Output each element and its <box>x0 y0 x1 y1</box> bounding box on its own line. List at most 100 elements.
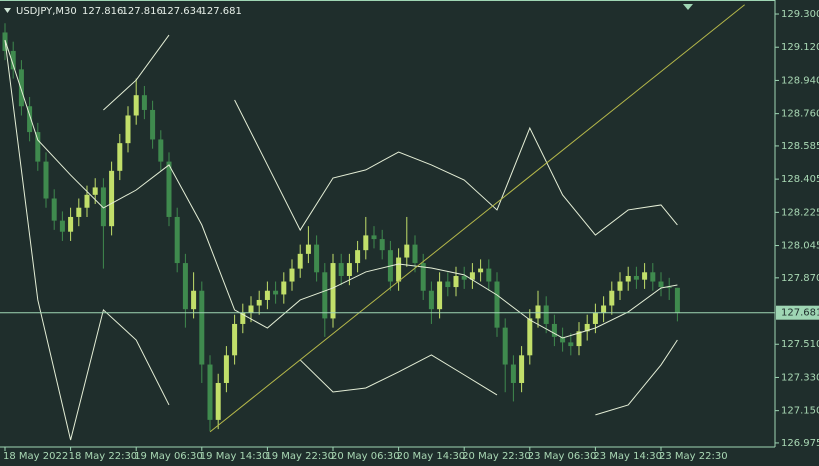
x-tick-label: 23 May 22:30 <box>659 451 728 462</box>
candle-body <box>658 281 664 288</box>
candle-body <box>68 216 74 232</box>
candle-body <box>355 250 361 264</box>
candle-body <box>76 207 82 217</box>
candle-body <box>43 161 49 199</box>
y-tick-label: 127.330 <box>781 372 819 383</box>
candle-body <box>27 106 33 133</box>
candle-body <box>281 281 287 295</box>
y-tick-label: 128.940 <box>781 75 819 86</box>
candle-body <box>371 235 377 240</box>
candle-body <box>551 323 557 337</box>
x-tick-label: 19 May 22:30 <box>265 451 334 462</box>
candle-body <box>396 257 402 282</box>
candle-body <box>264 290 270 300</box>
candle-body <box>625 275 631 282</box>
candle-body <box>100 187 106 227</box>
candle-body <box>412 244 418 264</box>
header-value: 127.634 <box>161 6 202 17</box>
x-tick-label: 18 May 2022 <box>3 451 68 462</box>
candle-body <box>273 290 279 295</box>
y-tick-label: 128.045 <box>781 241 819 252</box>
y-tick-label: 128.225 <box>781 207 819 218</box>
candle-body <box>256 299 262 306</box>
candle-body <box>592 312 598 324</box>
candle-body <box>494 281 500 328</box>
trendline <box>209 4 745 433</box>
candle-body <box>35 132 41 162</box>
candle-body <box>478 268 484 273</box>
candle-body <box>10 50 16 70</box>
candle-body <box>289 268 295 282</box>
bollinger-band <box>4 39 678 339</box>
symbol-menu-arrow <box>4 8 11 13</box>
candle-body <box>601 305 607 313</box>
y-tick-label: 128.760 <box>781 109 819 120</box>
candle-body <box>232 323 238 356</box>
candle-body <box>510 364 516 383</box>
header-value: 127.816 <box>122 6 163 17</box>
candle-body <box>141 95 147 110</box>
candle-body <box>240 312 246 324</box>
candle-body <box>330 263 336 319</box>
candle-body <box>199 290 205 365</box>
bollinger-band <box>299 354 498 396</box>
candle-body <box>445 281 451 288</box>
candle-body <box>109 170 115 227</box>
candle-body <box>191 290 197 310</box>
y-tick-label: 129.120 <box>781 42 819 53</box>
candle-body <box>18 69 24 107</box>
candle-body <box>609 290 615 306</box>
y-tick-label: 128.405 <box>781 174 819 185</box>
candle-body <box>633 275 639 280</box>
bollinger-band <box>103 34 170 111</box>
candle-body <box>117 143 123 171</box>
candle-body <box>428 290 434 310</box>
candle-body <box>642 272 648 280</box>
candle-body <box>576 331 582 347</box>
symbol-title: USDJPY,M30 <box>16 6 77 17</box>
candle-body <box>305 244 311 254</box>
candle-body <box>215 382 221 420</box>
plot-area <box>2 4 745 441</box>
candle-body <box>519 355 525 383</box>
candle-body <box>502 327 508 365</box>
candle-body <box>133 95 139 116</box>
candle-body <box>174 216 180 264</box>
y-tick-label: 127.150 <box>781 406 819 417</box>
candle-body <box>543 305 549 324</box>
candle-body <box>51 198 57 221</box>
x-tick-label: 19 May 14:30 <box>200 451 269 462</box>
candle-body <box>338 263 344 276</box>
x-tick-label: 18 May 22:30 <box>69 451 138 462</box>
candle-body <box>617 281 623 291</box>
candle-body <box>158 139 164 162</box>
x-tick-label: 20 May 06:30 <box>331 451 400 462</box>
candle-body <box>150 109 156 140</box>
candle-body <box>568 342 574 347</box>
header-value: 127.681 <box>201 6 242 17</box>
candle-body <box>666 287 672 289</box>
x-tick-label: 23 May 06:30 <box>528 451 597 462</box>
y-tick-label: 126.975 <box>781 438 819 449</box>
candle-body <box>182 263 188 310</box>
current-price-tag <box>776 305 819 320</box>
shift-marker <box>683 4 693 10</box>
candle-body <box>314 244 320 273</box>
current-price-label: 127.681 <box>781 308 819 319</box>
candle-body <box>297 253 303 269</box>
bollinger-band <box>595 339 678 416</box>
y-tick-label: 129.300 <box>781 9 819 20</box>
candle-body <box>437 281 443 310</box>
candle-body <box>248 305 254 313</box>
candle-body <box>560 336 566 343</box>
candle-body <box>166 161 172 217</box>
candle-body <box>207 364 213 420</box>
candle-body <box>584 323 590 332</box>
candle-body <box>650 272 656 282</box>
x-tick-label: 20 May 14:30 <box>397 451 466 462</box>
candle-body <box>363 235 369 251</box>
y-tick-label: 127.510 <box>781 339 819 350</box>
